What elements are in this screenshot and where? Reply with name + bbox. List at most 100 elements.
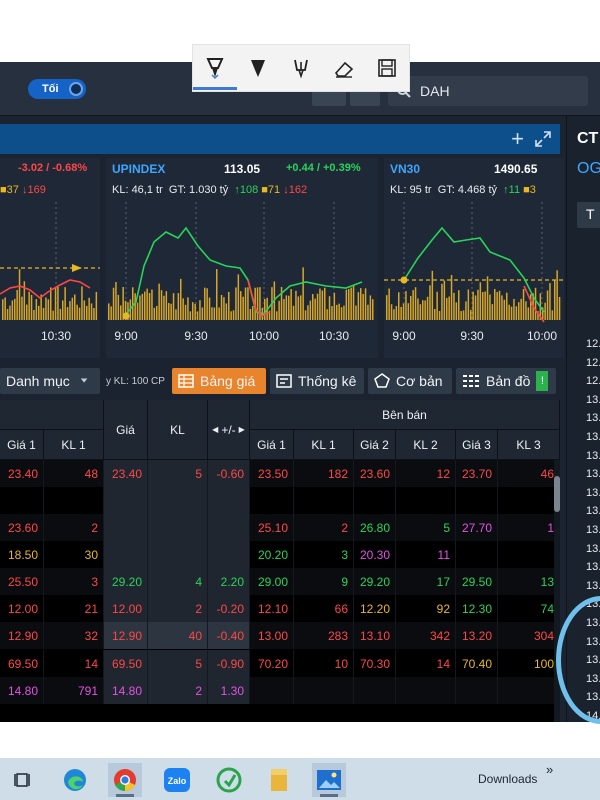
save-icon[interactable] — [369, 50, 405, 86]
volume-bar — [45, 297, 47, 320]
volume-bar — [252, 306, 254, 320]
volume-bar — [288, 295, 290, 320]
volume-bar — [304, 310, 307, 320]
trading-app: Tối DAH + -3.02 / -0.68% ■37 ↓169 10:30 — [0, 62, 600, 722]
table-scrollbar-thumb[interactable] — [554, 476, 560, 512]
category-dropdown[interactable]: Danh mục — [0, 368, 100, 394]
table-cell: 23.60 — [0, 514, 44, 541]
zalo-icon[interactable]: Zalo — [160, 763, 194, 797]
col-match-price[interactable]: Giá — [104, 400, 148, 460]
table-cell — [208, 514, 250, 541]
tab-map[interactable]: Bản đồ ! — [456, 368, 556, 394]
tab-price-board[interactable]: Bảng giá — [172, 368, 266, 394]
symbol-search-input[interactable]: DAH — [388, 76, 588, 106]
photos-app-icon[interactable] — [312, 763, 346, 797]
index-value: 113.05 — [224, 162, 261, 176]
highlighter-tool-icon[interactable] — [240, 50, 276, 86]
volume-bar — [268, 310, 271, 320]
table-cell: 25.10 — [250, 514, 294, 541]
table-cell: 26.80 — [354, 514, 396, 541]
theme-label: Tối — [42, 83, 59, 95]
fullscreen-icon[interactable] — [534, 130, 552, 148]
table-cell: 13.00 — [250, 622, 294, 649]
col-bid-vol-1[interactable]: KL 1 — [44, 430, 104, 460]
table-row[interactable]: 23.40 48 23.40 5 -0.60 23.50 182 23.60 12 23.70 46 — [0, 460, 560, 487]
panel-symbol[interactable]: OG — [577, 160, 600, 177]
price-line — [403, 226, 545, 313]
eraser-icon[interactable] — [326, 50, 362, 86]
volume-bar — [484, 291, 486, 320]
index-card-vnindex[interactable]: -3.02 / -0.68% ■37 ↓169 10:30 — [0, 158, 100, 358]
volume-bar — [410, 295, 412, 320]
tab-label: Bản đồ — [486, 373, 531, 389]
panel-tab[interactable]: T — [577, 202, 600, 228]
time-axis-label: 10:30 — [41, 329, 71, 343]
col-ask-vol-3[interactable]: KL 3 — [498, 430, 560, 460]
volume-bar — [160, 290, 163, 320]
table-cell: 29.20 — [354, 568, 396, 595]
task-view-icon[interactable] — [6, 763, 40, 797]
open-point — [122, 312, 130, 320]
table-scrollbar-track[interactable] — [554, 460, 560, 722]
col-ask-price-2[interactable]: Giá 2 — [354, 430, 396, 460]
volume-bar — [357, 292, 360, 320]
volume-bar — [206, 288, 208, 320]
col-ask-vol-2[interactable]: KL 2 — [396, 430, 456, 460]
table-row[interactable]: 25.50 3 29.20 4 2.20 29.00 9 29.20 17 29.50 13 — [0, 568, 560, 595]
volume-bar — [360, 288, 362, 320]
col-ask-price-3[interactable]: Giá 3 — [456, 430, 498, 460]
col-ask-vol-1[interactable]: KL 1 — [294, 430, 354, 460]
volume-bar — [333, 293, 336, 320]
table-row[interactable]: 69.50 14 69.50 5 -0.90 70.20 10 70.30 14 70.40 100 — [0, 650, 560, 677]
table-row[interactable]: 18.50 30 20.20 3 20.30 11 — [0, 541, 560, 568]
matched-price: 13. — [586, 449, 600, 462]
table-cell: 12.90 — [104, 622, 148, 649]
table-row[interactable] — [0, 487, 560, 514]
col-bid-price-1[interactable]: Giá 1 — [0, 430, 44, 460]
table-cell: 40 — [148, 622, 208, 649]
volume-bar — [537, 311, 539, 320]
volume-bar — [124, 300, 127, 320]
tab-fundamentals[interactable]: Cơ bản — [368, 368, 452, 394]
col-change[interactable]: ◀ +/- ▶ — [208, 400, 250, 460]
table-cell: 14.80 — [104, 677, 148, 704]
col-match-vol[interactable]: KL — [148, 400, 208, 460]
table-cell: 23.60 — [354, 460, 396, 487]
tab-statistics[interactable]: Thống kê — [270, 368, 364, 394]
pen-tool-icon[interactable] — [192, 50, 237, 90]
add-icon[interactable]: + — [511, 126, 524, 151]
volume-bar — [551, 310, 554, 320]
volume-bar — [235, 287, 237, 320]
volume-bar — [498, 290, 501, 320]
export-icon[interactable]: ! — [536, 371, 549, 391]
volume-bar — [522, 289, 525, 320]
col-ask-price-1[interactable]: Giá 1 — [250, 430, 294, 460]
file-explorer-icon[interactable] — [262, 763, 296, 797]
price-line — [125, 226, 363, 315]
dark-mode-toggle[interactable]: Tối — [28, 79, 86, 99]
table-row[interactable]: 12.90 32 12.90 40 -0.40 13.00 283 13.10 342 13.20… — [0, 622, 560, 649]
volume-bar — [204, 287, 206, 320]
table-cell: 283 — [294, 622, 354, 649]
index-chart: 9:00 9:30 10:00 10:30 — [108, 202, 374, 343]
table-cell: 69.50 — [0, 650, 44, 677]
volume-bar — [90, 303, 93, 320]
volume-bar — [527, 307, 530, 320]
volume-bar — [148, 292, 151, 320]
table-row[interactable]: 14.80 791 14.80 2 1.30 — [0, 677, 560, 704]
price-line — [0, 279, 91, 300]
volume-bar — [393, 309, 395, 320]
trading-app-icon[interactable] — [212, 763, 246, 797]
volume-bar — [189, 311, 192, 320]
volume-bar — [199, 300, 201, 320]
chevron-right-icon[interactable]: » — [546, 762, 554, 777]
index-card-upindex[interactable]: UPINDEX 113.05 +0.44 / +0.39% KL: 46,1 t… — [106, 158, 378, 358]
table-cell: 12.30 — [456, 595, 498, 622]
touch-writing-icon[interactable] — [283, 50, 319, 86]
downloads-toolbar[interactable]: Downloads — [478, 772, 538, 786]
table-row[interactable]: 12.00 21 12.00 2 -0.20 12.10 66 12.20 92 12.30 74 — [0, 595, 560, 622]
edge-browser-icon[interactable] — [58, 763, 92, 797]
chrome-browser-icon[interactable] — [108, 763, 142, 797]
table-row[interactable]: 23.60 2 25.10 2 26.80 5 27.70 1 — [0, 514, 560, 541]
index-card-vn30[interactable]: VN30 1490.65 KL: 95 tr GT: 4.468 tỷ ↑11 … — [384, 158, 564, 358]
